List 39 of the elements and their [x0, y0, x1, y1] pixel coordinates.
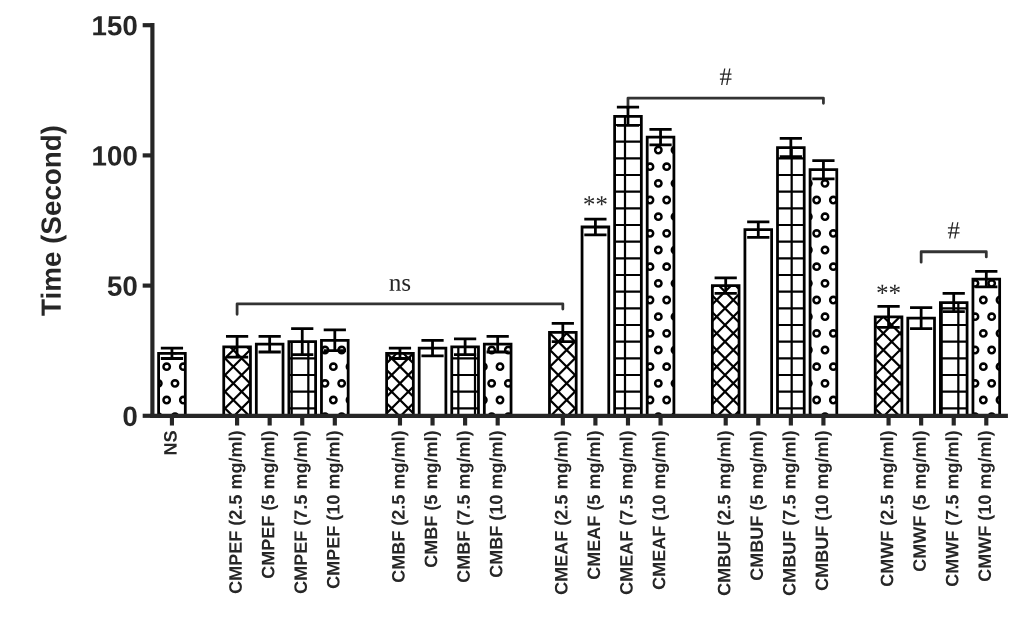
x-tick-label: CMEAF (7.5 mg/ml): [619, 431, 637, 595]
x-tick-label: CMWF (10 mg/ml): [977, 431, 995, 582]
x-tick-label: CMPEF (7.5 mg/ml): [293, 431, 311, 594]
bar: [971, 277, 1002, 416]
x-tick-label: CMWF (5 mg/ml): [912, 431, 930, 572]
y-tick-label: 100: [93, 146, 137, 166]
x-tick-label: CMWF (7.5 mg/ml): [945, 431, 963, 587]
x-tick-label: CMPEF (5 mg/ml): [261, 431, 279, 579]
annotation: **: [877, 284, 900, 294]
y-tick-label: 0: [123, 406, 137, 427]
bar: [482, 342, 513, 416]
x-tick-label: CMEAF (5 mg/ml): [586, 431, 604, 580]
x-tick-label: CMBUF (2.5 mg/ml): [717, 431, 735, 596]
y-tick-label: 50: [107, 276, 137, 296]
x-tick-label: NS: [164, 431, 177, 455]
x-tick-label: CMPEF (10 mg/ml): [326, 431, 344, 589]
y-tick-label: 150: [93, 15, 137, 36]
x-tick-label: CMBF (2.5 mg/ml): [391, 431, 409, 583]
annotation: #: [719, 68, 732, 85]
bar: [580, 225, 611, 416]
annotation: #: [947, 222, 960, 239]
x-tick-label: CMEAF (10 mg/ml): [652, 431, 670, 590]
x-tick-label: CMBUF (7.5 mg/ml): [782, 431, 800, 596]
x-tick-label: CMBUF (10 mg/ml): [814, 431, 832, 591]
x-tick-label: CMEAF (2.5 mg/ml): [554, 431, 572, 595]
x-tick-label: CMBF (10 mg/ml): [489, 431, 507, 578]
x-tick-label: CMBF (7.5 mg/ml): [456, 431, 474, 583]
bar: [645, 135, 676, 416]
bar: [157, 351, 187, 416]
x-tick-label: CMWF (2.5 mg/ml): [880, 431, 898, 587]
annotation: **: [584, 196, 607, 206]
bar: [385, 351, 415, 416]
annotation: ns: [389, 278, 411, 291]
bar: [417, 346, 448, 416]
y-axis-title: Time (Second): [40, 126, 67, 316]
x-tick-label: CMBF (5 mg/ml): [424, 431, 441, 568]
bar: [254, 342, 285, 416]
x-tick-label: CMBUF (5 mg/ml): [749, 431, 767, 581]
x-tick-label: CMPEF (2.5 mg/ml): [228, 431, 246, 594]
